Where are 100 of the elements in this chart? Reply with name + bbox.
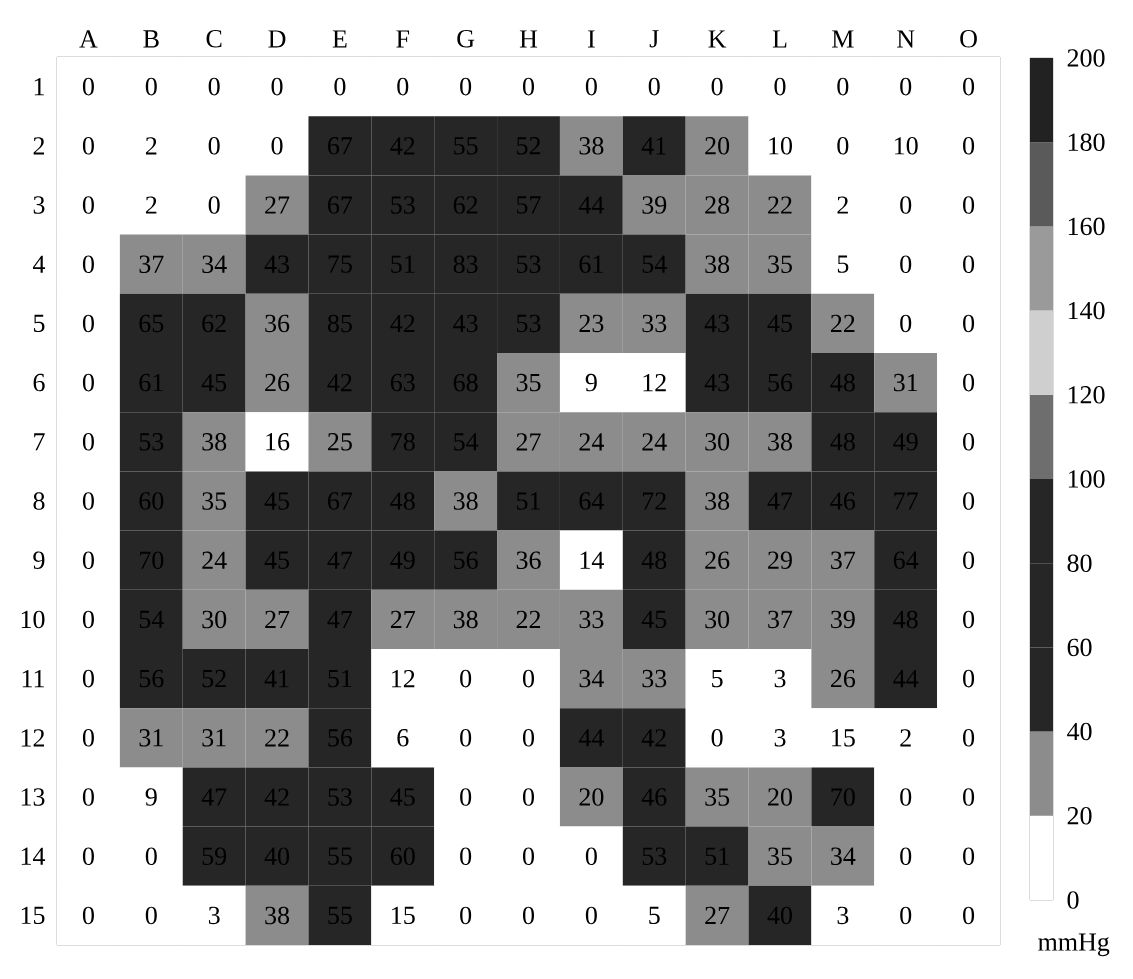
x-tick-label: J [649, 30, 659, 48]
data-label: 20 [768, 788, 792, 806]
x-tick-label: M [832, 30, 854, 48]
data-label: 24 [642, 433, 667, 451]
data-label: 22 [265, 729, 289, 747]
data-label: 5 [649, 906, 660, 925]
color-bar-label: 140 [1068, 301, 1105, 320]
data-label: 0 [460, 847, 472, 865]
data-label: 0 [82, 196, 94, 214]
y-tick-label: 9 [33, 551, 45, 569]
x-tick-label: F [396, 30, 410, 48]
data-label: 22 [768, 196, 792, 214]
data-label: 12 [392, 670, 415, 688]
data-label: 0 [208, 196, 220, 214]
data-label: 31 [202, 729, 226, 747]
data-label: 31 [139, 729, 163, 747]
data-label: 0 [774, 77, 786, 96]
y-tick-label: 5 [33, 314, 45, 333]
data-label: 0 [900, 906, 912, 925]
data-label: 0 [963, 314, 975, 333]
data-label: 0 [900, 77, 912, 96]
data-label: 22 [830, 314, 855, 333]
data-label: 0 [711, 729, 723, 747]
data-label: 38 [265, 906, 290, 925]
y-tick-label: 13 [21, 788, 45, 806]
data-label: 35 [768, 847, 792, 865]
data-label: 0 [963, 77, 975, 96]
data-label: 38 [453, 610, 478, 629]
data-label: 38 [579, 137, 604, 155]
data-label: 0 [460, 669, 472, 688]
data-label: 2 [837, 196, 848, 214]
data-label: 27 [516, 433, 541, 451]
data-label: 34 [202, 255, 227, 273]
data-label: 34 [579, 669, 604, 688]
data-label: 27 [265, 610, 290, 629]
data-label: 9 [145, 788, 157, 806]
y-tick-label: 4 [32, 255, 46, 273]
data-label: 0 [900, 788, 912, 806]
x-tick-label: O [960, 30, 977, 48]
data-label: 20 [705, 137, 730, 155]
data-label: 0 [522, 669, 535, 688]
data-label: 0 [460, 77, 472, 96]
color-bar-title: mmHg [1038, 933, 1110, 957]
data-label: 0 [208, 77, 220, 96]
data-label: 35 [202, 492, 227, 510]
data-label: 16 [266, 433, 290, 451]
data-label: 0 [82, 492, 94, 510]
data-label: 33 [642, 314, 667, 333]
data-label: 0 [82, 551, 94, 569]
data-label: 10 [895, 137, 918, 155]
data-label: 0 [963, 788, 975, 806]
data-label: 26 [265, 373, 290, 392]
data-label: 0 [711, 77, 723, 96]
color-bar-label: 120 [1068, 386, 1105, 404]
y-tick-label: 12 [21, 729, 45, 747]
data-label: 29 [768, 551, 792, 569]
data-label: 0 [82, 255, 94, 273]
data-label: 0 [82, 906, 94, 925]
data-label: 0 [334, 77, 346, 96]
data-label: 0 [82, 137, 94, 155]
data-label: 38 [202, 433, 227, 451]
data-label: 36 [516, 551, 541, 569]
data-label: 0 [460, 906, 472, 925]
y-tick-label: 3 [33, 196, 45, 214]
data-label: 28 [705, 196, 730, 214]
data-label: 39 [831, 610, 855, 629]
data-label: 35 [516, 373, 541, 392]
data-label: 0 [82, 314, 94, 333]
data-label: 37 [768, 610, 793, 629]
x-tick-label: I [587, 30, 595, 48]
y-tick-label: 14 [21, 847, 46, 865]
data-label: 0 [522, 847, 535, 865]
data-label: 0 [82, 77, 94, 96]
data-label: 24 [202, 551, 227, 569]
data-label: 0 [82, 669, 94, 688]
color-bar-label: 0 [1067, 891, 1079, 909]
data-label: 3 [837, 906, 849, 925]
x-tick-label: L [772, 30, 787, 48]
data-label: 0 [963, 433, 975, 451]
data-label: 38 [705, 492, 730, 510]
data-label: 36 [265, 314, 290, 333]
y-tick-label: 1 [34, 78, 44, 96]
data-label: 0 [585, 847, 597, 865]
data-label: 34 [831, 847, 856, 865]
data-label: 0 [460, 729, 472, 747]
data-label: 0 [82, 373, 94, 392]
y-tick-label: 11 [22, 670, 44, 688]
data-label: 0 [963, 729, 975, 747]
data-label: 27 [705, 906, 730, 925]
y-tick-label: 8 [33, 492, 45, 510]
data-label: 3 [774, 729, 786, 747]
data-label: 14 [580, 551, 604, 569]
x-tick-label: N [897, 30, 915, 48]
x-tick-label: G [457, 30, 475, 48]
color-bar-label: 180 [1068, 133, 1105, 151]
data-label: 26 [830, 669, 856, 688]
data-label: 0 [82, 610, 94, 629]
data-label: 0 [963, 255, 975, 273]
x-tick-label: C [206, 30, 222, 48]
data-label: 0 [648, 77, 660, 96]
